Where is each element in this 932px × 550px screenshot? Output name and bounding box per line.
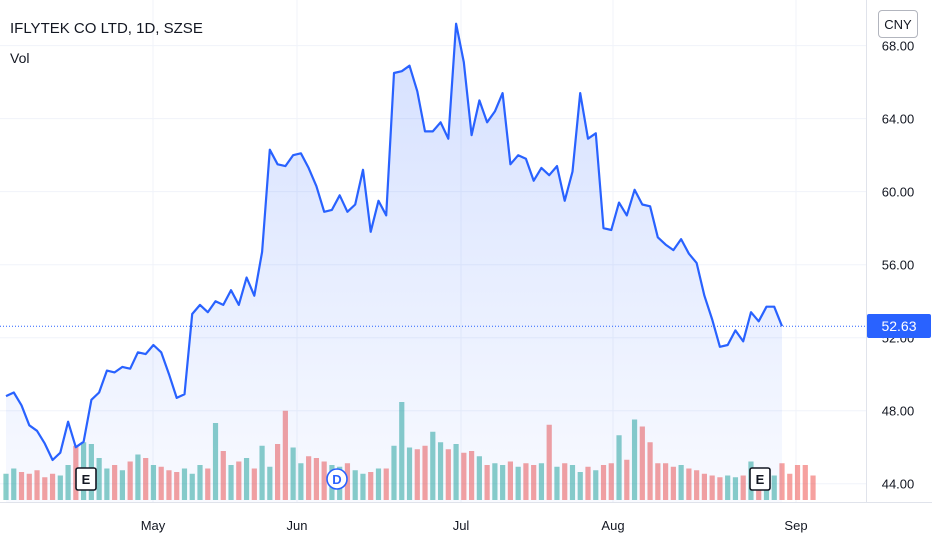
dividend-marker-icon[interactable]: D (326, 468, 348, 490)
price-tick-label: 64.00 (882, 112, 915, 127)
time-axis[interactable]: May Jun Jul Aug Sep (141, 518, 808, 533)
time-tick-label: Sep (784, 518, 807, 533)
marker-label: D (332, 472, 341, 487)
earnings-marker-icon[interactable]: E (75, 467, 97, 491)
volume-bar (810, 475, 816, 500)
volume-indicator-label[interactable]: Vol (10, 50, 30, 66)
time-tick-label: Jul (453, 518, 470, 533)
earnings-badge (749, 467, 771, 491)
price-tick-label: 48.00 (882, 404, 915, 419)
marker-label: E (756, 472, 765, 487)
dividend-badge (326, 468, 348, 490)
time-tick-label: Aug (601, 518, 624, 533)
chart-title: IFLYTEK CO LTD, 1D, SZSE (10, 20, 203, 37)
earnings-badge (75, 467, 97, 491)
volume-bar (794, 465, 801, 500)
price-tick-label: 68.00 (882, 39, 915, 54)
volume-bar (802, 465, 808, 500)
price-tick-label: 44.00 (882, 477, 915, 492)
volume-bar (787, 473, 793, 500)
currency-button[interactable]: CNY (878, 10, 918, 38)
marker-label: E (82, 472, 91, 487)
time-tick-label: May (141, 518, 166, 533)
price-tick-label: 60.00 (882, 185, 915, 200)
time-tick-label: Jun (287, 518, 308, 533)
price-tick-label: 56.00 (882, 258, 915, 273)
price-area-fill (6, 23, 782, 502)
price-line (5, 22, 784, 462)
last-price-tag: 52.63 (867, 314, 931, 339)
earnings-marker-icon[interactable]: E (749, 467, 771, 491)
